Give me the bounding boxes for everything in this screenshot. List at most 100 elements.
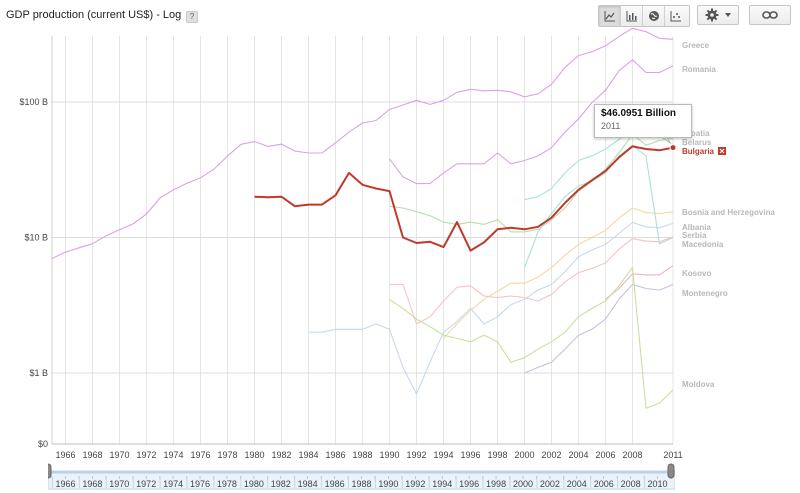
x-tick-label: 1980 xyxy=(244,450,264,460)
x-tick-label: 2008 xyxy=(622,450,642,460)
timeline-label: 1998 xyxy=(486,479,506,489)
series-line-serbia[interactable] xyxy=(523,144,674,268)
value-tooltip: $46.0951 Billion 2011 xyxy=(594,104,692,138)
timeline-label: 1970 xyxy=(109,479,129,489)
timeline-label: 1992 xyxy=(405,479,425,489)
series-line-romania[interactable] xyxy=(389,59,674,185)
timeline-label: 1976 xyxy=(190,479,210,489)
x-tick-label: 1982 xyxy=(271,450,291,460)
x-tick-label: 1988 xyxy=(352,450,372,460)
chart-header: GDP production (current US$) - Log ? xyxy=(0,0,800,32)
x-tick-label: 1992 xyxy=(406,450,426,460)
timeline-label: 1994 xyxy=(432,479,452,489)
timeline-label: 2002 xyxy=(540,479,560,489)
line-chart-icon[interactable] xyxy=(599,6,621,26)
x-tick-label: 1974 xyxy=(163,450,183,460)
remove-series-icon[interactable] xyxy=(718,147,727,155)
series-label-montenegro[interactable]: Montenegro xyxy=(682,289,728,298)
share-link-button[interactable] xyxy=(749,5,791,25)
x-tick-label: 2002 xyxy=(541,450,561,460)
series-label-romania[interactable]: Romania xyxy=(682,65,716,74)
timeline-label: 1988 xyxy=(351,479,371,489)
x-tick-label: 1996 xyxy=(460,450,480,460)
help-icon[interactable]: ? xyxy=(186,11,198,23)
x-tick-label: 2006 xyxy=(595,450,615,460)
timeline-label: 1996 xyxy=(459,479,479,489)
series-line-moldova[interactable] xyxy=(389,267,674,409)
series-label-moldova[interactable]: Moldova xyxy=(682,380,715,389)
chart-title: GDP production (current US$) - Log xyxy=(6,9,182,21)
x-tick-label: 2000 xyxy=(514,450,534,460)
timeline-label: 2008 xyxy=(621,479,641,489)
series-label-greece[interactable]: Greece xyxy=(682,41,710,50)
view-toggle-group xyxy=(598,5,690,27)
x-tick-label: 1998 xyxy=(487,450,507,460)
series-label-albania[interactable]: Albania xyxy=(682,223,711,232)
timeline-label: 1974 xyxy=(163,479,183,489)
timeline-slider[interactable]: 1966 1968 1970 1972 1974 1976 1978 1980 1982 1984… xyxy=(48,462,675,490)
globe-map-icon[interactable] xyxy=(643,6,665,26)
y-tick-label: $100 B xyxy=(19,97,48,107)
series-label-bosnia-and-herzegovina[interactable]: Bosnia and Herzegovina xyxy=(682,208,775,217)
series-line-belarus[interactable] xyxy=(389,133,674,233)
timeline-label: 2010 xyxy=(648,479,668,489)
timeline-label: 2000 xyxy=(513,479,533,489)
tooltip-year: 2011 xyxy=(601,121,621,131)
timeline-label: 1990 xyxy=(378,479,398,489)
x-tick-label: 1994 xyxy=(433,450,453,460)
timeline-label: 1986 xyxy=(325,479,345,489)
x-tick-label: 1972 xyxy=(136,450,156,460)
x-tick-label: 1966 xyxy=(55,450,75,460)
series-line-montenegro[interactable] xyxy=(524,283,674,374)
y-axis: $100 B $10 B $1 B $0 xyxy=(19,97,48,449)
settings-button[interactable] xyxy=(697,5,739,25)
timeline-label: 1980 xyxy=(244,479,264,489)
series-line-greece[interactable] xyxy=(51,27,674,259)
x-tick-label: 1968 xyxy=(82,450,102,460)
timeline-label: 2004 xyxy=(567,479,587,489)
highlight-point[interactable] xyxy=(669,144,677,152)
grid xyxy=(51,36,674,445)
bar-chart-icon[interactable] xyxy=(621,6,643,26)
x-tick-label: 1984 xyxy=(298,450,318,460)
x-tick-label: 1986 xyxy=(325,450,345,460)
series-line-macedonia[interactable] xyxy=(389,236,674,325)
series-label-bulgaria[interactable]: Bulgaria xyxy=(682,147,715,156)
series-line-albania[interactable] xyxy=(308,221,674,395)
timeline-label: 1968 xyxy=(82,479,102,489)
timeline-label: 1984 xyxy=(298,479,318,489)
x-tick-label: 1990 xyxy=(379,450,399,460)
timeline-label: 1966 xyxy=(55,479,75,489)
x-tick-label: 1978 xyxy=(217,450,237,460)
chain-link-icon xyxy=(762,11,778,19)
series-label-croatia[interactable]: Croatia xyxy=(682,129,710,138)
timeline-label: 1982 xyxy=(271,479,291,489)
y-tick-label: $1 B xyxy=(29,368,48,378)
x-tick-label: 1976 xyxy=(190,450,210,460)
series-label-belarus[interactable]: Belarus xyxy=(682,138,712,147)
timeline-label: 1978 xyxy=(217,479,237,489)
series-label-kosovo[interactable]: Kosovo xyxy=(682,269,711,278)
timeline-end-handle[interactable] xyxy=(667,463,675,479)
gear-icon xyxy=(705,8,719,22)
timeline-label: 2006 xyxy=(594,479,614,489)
series-label-serbia[interactable]: Serbia xyxy=(682,231,707,240)
series-line-bosnia-and-herzegovina[interactable] xyxy=(443,207,674,339)
series-label-macedonia[interactable]: Macedonia xyxy=(682,240,724,249)
scatter-chart-icon[interactable] xyxy=(665,6,687,26)
timeline-start-handle[interactable] xyxy=(48,463,52,479)
x-tick-label: 2004 xyxy=(568,450,588,460)
x-tick-label: 2011 xyxy=(663,450,682,460)
series-line-bulgaria[interactable] xyxy=(254,145,674,252)
y-tick-label: $10 B xyxy=(24,233,48,243)
series-lines xyxy=(51,27,674,409)
tooltip-value: $46.0951 Billion xyxy=(601,108,677,119)
chevron-down-icon xyxy=(725,13,731,17)
y-tick-label: $0 xyxy=(38,439,48,449)
timeline-label: 1972 xyxy=(136,479,156,489)
x-axis: 1966 1968 1970 1972 1974 1976 1978 1980 1982 1984… xyxy=(55,450,682,460)
x-tick-label: 1970 xyxy=(109,450,129,460)
series-line-kosovo[interactable] xyxy=(605,265,674,300)
